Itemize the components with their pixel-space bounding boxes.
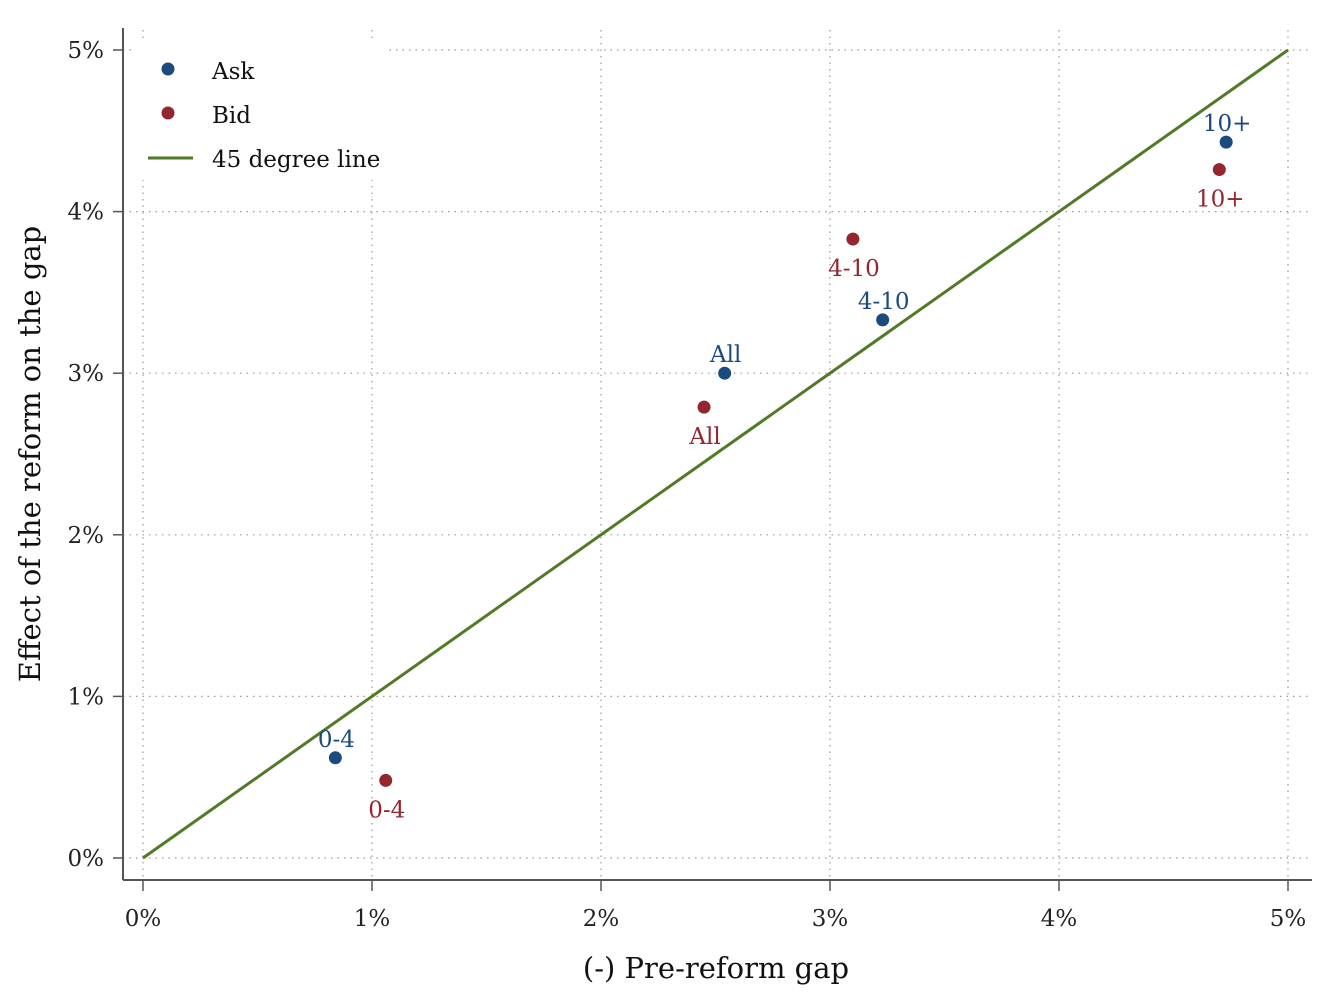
y-axis-title: Effect of the reform on the gap: [13, 226, 47, 682]
legend-marker-ask: [162, 63, 175, 76]
bid-point-label: 10+: [1196, 187, 1245, 213]
ask-point: [329, 751, 342, 764]
x-tick-label: 1%: [354, 906, 391, 932]
points-layer: 0-4 All 4-10 10+ 0-4 All 4-10 10+: [318, 111, 1252, 823]
ask-point-label: 10+: [1203, 111, 1252, 137]
x-tick-label: 4%: [1041, 906, 1078, 932]
ask-point: [718, 367, 731, 380]
legend-label-45-degree-line: 45 degree line: [212, 147, 380, 173]
y-tick-label: 3%: [68, 361, 105, 387]
y-tick-label: 4%: [68, 200, 105, 226]
x-tick-label: 5%: [1270, 906, 1307, 932]
legend-marker-bid: [162, 107, 175, 120]
x-tick-label: 0%: [125, 906, 162, 932]
y-tick-label: 2%: [68, 523, 105, 549]
ask-point-label: All: [709, 342, 741, 368]
bid-point: [1213, 163, 1226, 176]
bid-point: [698, 401, 711, 414]
ask-point-label: 4-10: [858, 289, 910, 315]
y-tick-label: 0%: [68, 846, 105, 872]
bid-point: [379, 774, 392, 787]
bid-point-label: All: [688, 424, 720, 450]
bid-point-label: 4-10: [828, 256, 880, 282]
y-ticks: 0% 1% 2% 3% 4% 5%: [68, 38, 124, 872]
x-tick-label: 2%: [583, 906, 620, 932]
ask-point: [876, 313, 889, 326]
x-ticks: 0% 1% 2% 3% 4% 5%: [125, 880, 1307, 932]
ask-point-label: 0-4: [318, 727, 355, 753]
x-tick-label: 3%: [812, 906, 849, 932]
legend-label-bid: Bid: [212, 103, 251, 129]
y-tick-label: 5%: [68, 38, 105, 64]
x-axis-title: (-) Pre-reform gap: [583, 951, 849, 985]
legend: Ask Bid 45 degree line: [135, 40, 385, 180]
ask-point: [1220, 136, 1233, 149]
bid-point-label: 0-4: [368, 797, 405, 823]
bid-point: [846, 233, 859, 246]
y-tick-label: 1%: [68, 684, 105, 710]
legend-label-ask: Ask: [211, 59, 255, 85]
